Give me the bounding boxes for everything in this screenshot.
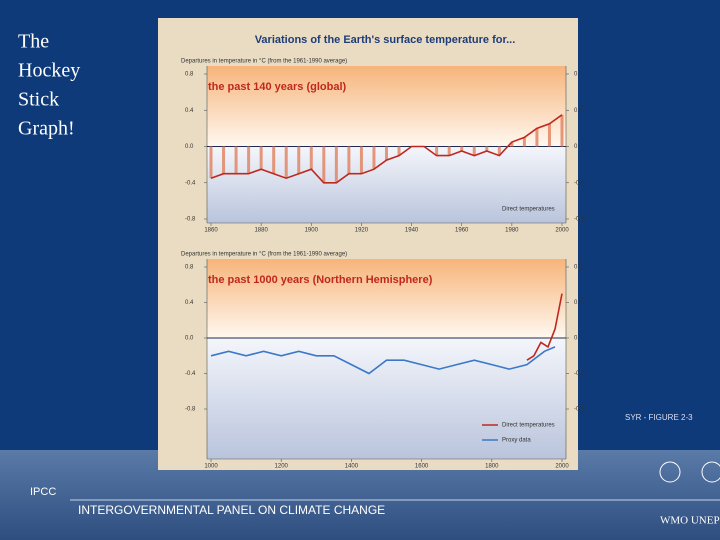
- anomaly-bar: [485, 146, 489, 152]
- anomaly-bar: [334, 146, 338, 183]
- x-tick-label: 1860: [204, 228, 218, 234]
- chart-subtitle: the past 1000 years (Northern Hemisphere…: [208, 274, 433, 286]
- x-tick-label: 1980: [505, 228, 519, 234]
- series-line: [210, 346, 556, 375]
- series-line: [526, 293, 563, 361]
- logo-unep: [701, 461, 720, 483]
- slide-title-line: Stick: [18, 89, 59, 111]
- anomaly-bar: [209, 146, 213, 179]
- y-axis-label: Departures in temperature in °C (from th…: [181, 59, 347, 65]
- anomaly-bar: [309, 146, 313, 170]
- anomaly-bar: [397, 146, 401, 156]
- y-tick-label-right: 0.8: [574, 265, 583, 271]
- y-tick-label: 0.4: [185, 300, 194, 306]
- y-tick-label: -0.8: [185, 217, 196, 223]
- anomaly-bar: [497, 146, 501, 156]
- anomaly-bar: [460, 146, 464, 152]
- anomaly-bar: [435, 146, 439, 156]
- logo-wmo: [659, 461, 681, 483]
- x-tick-label: 1400: [345, 464, 359, 470]
- anomaly-bar: [272, 146, 276, 174]
- org-long: INTERGOVERNMENTAL PANEL ON CLIMATE CHANG…: [78, 503, 385, 517]
- series-line: [210, 114, 563, 184]
- anomaly-bar: [359, 146, 363, 174]
- y-tick-label: -0.4: [185, 180, 196, 186]
- anomaly-bar: [385, 146, 388, 161]
- anomaly-bar: [535, 128, 539, 147]
- figure-label: SYR - FIGURE 2-3: [625, 413, 693, 422]
- cold-bg: [207, 338, 566, 459]
- y-tick-label-right: 0.8: [574, 72, 583, 78]
- anomaly-bar: [560, 114, 564, 147]
- anomaly-bar: [372, 146, 376, 170]
- y-tick-label-right: -0.4: [574, 371, 585, 377]
- figure-title: Variations of the Earth's surface temper…: [255, 34, 516, 46]
- chart-subtitle: the past 140 years (global): [208, 81, 346, 93]
- x-tick-label: 1600: [415, 464, 429, 470]
- x-tick-label: 1920: [355, 228, 369, 234]
- warm-bg: [207, 66, 566, 147]
- warm-bg: [207, 259, 566, 338]
- anomaly-bar: [547, 123, 551, 147]
- anomaly-bar: [284, 146, 288, 179]
- legend-label: Proxy data: [502, 438, 531, 444]
- y-tick-label-right: -0.8: [574, 407, 585, 413]
- y-tick-label: 0.0: [185, 336, 194, 342]
- anomaly-bar: [234, 146, 238, 174]
- org-short: IPCC: [30, 486, 56, 498]
- x-tick-label: 1000: [204, 464, 218, 470]
- y-tick-label-right: 0.4: [574, 300, 583, 306]
- y-axis-label: Departures in temperature in °C (from th…: [181, 252, 347, 258]
- anomaly-bar: [347, 146, 351, 174]
- y-tick-label-right: 0.0: [574, 144, 583, 150]
- anomaly-bar: [259, 146, 263, 170]
- slide-title-line: Hockey: [18, 60, 80, 82]
- anomaly-bar: [222, 146, 226, 174]
- y-tick-label-right: 0.0: [574, 336, 583, 342]
- y-tick-label: 0.4: [185, 108, 194, 114]
- y-tick-label: 0.8: [185, 265, 194, 271]
- x-tick-label: 1900: [305, 228, 319, 234]
- legend-label: Direct temperatures: [502, 207, 555, 213]
- anomaly-bar: [510, 141, 514, 147]
- anomaly-bar: [297, 146, 301, 174]
- logos: WMO UNEP: [660, 515, 720, 527]
- slide-title-line: The: [18, 31, 49, 53]
- legend-label: Direct temperatures: [502, 423, 555, 429]
- x-tick-label: 1880: [254, 228, 268, 234]
- x-tick-label: 1200: [275, 464, 289, 470]
- y-tick-label-right: 0.4: [574, 108, 583, 114]
- anomaly-bar: [247, 146, 251, 174]
- y-tick-label: -0.8: [185, 407, 196, 413]
- y-tick-label-right: -0.8: [574, 217, 585, 223]
- anomaly-bar: [447, 146, 451, 156]
- x-tick-label: 1940: [405, 228, 419, 234]
- y-tick-label: 0.0: [185, 144, 194, 150]
- x-tick-label: 1960: [455, 228, 469, 234]
- x-tick-label: 2000: [555, 228, 569, 234]
- y-tick-label: -0.4: [185, 371, 196, 377]
- anomaly-bar: [472, 146, 476, 156]
- y-tick-label-right: -0.4: [574, 180, 585, 186]
- anomaly-bar: [322, 146, 326, 183]
- x-tick-label: 1800: [485, 464, 499, 470]
- y-tick-label: 0.8: [185, 72, 194, 78]
- x-tick-label: 2000: [555, 464, 569, 470]
- slide-title-line: Graph!: [18, 118, 75, 140]
- anomaly-bar: [522, 137, 526, 147]
